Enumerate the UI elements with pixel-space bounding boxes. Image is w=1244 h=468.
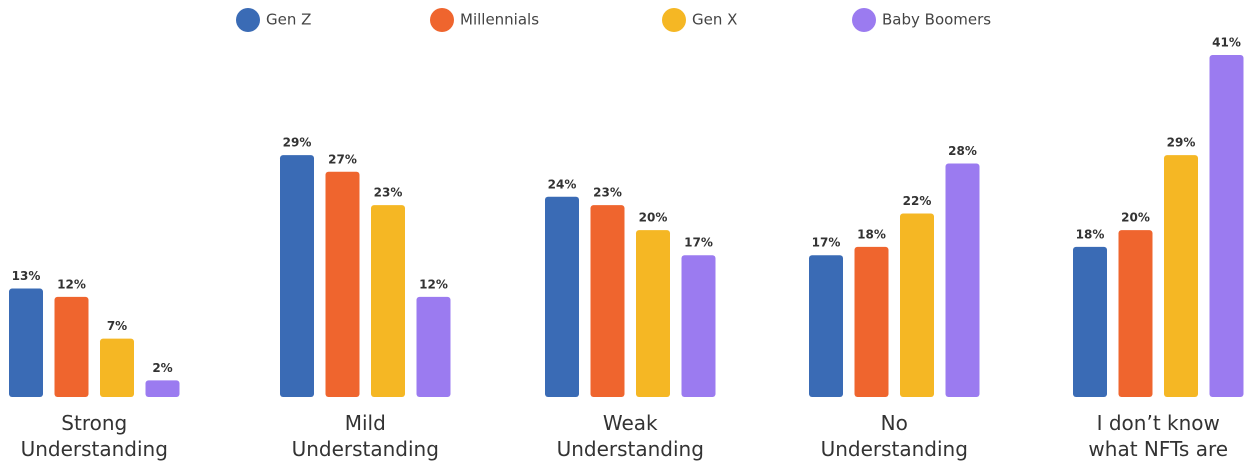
legend-label: Gen Z <box>266 11 311 29</box>
bar <box>854 246 889 397</box>
bar <box>54 296 89 397</box>
x-tick-label: Weak Understanding <box>556 411 704 461</box>
data-label: 20% <box>1121 211 1150 225</box>
data-label: 23% <box>593 186 622 200</box>
data-label: 7% <box>107 319 127 333</box>
data-label: 18% <box>857 227 886 241</box>
bar <box>545 196 579 397</box>
bar <box>590 205 625 397</box>
legend-label: Gen X <box>692 11 737 29</box>
x-tick-label: No Understanding <box>820 411 968 461</box>
data-label: 41% <box>1212 36 1241 50</box>
data-label: 12% <box>419 277 448 291</box>
bar <box>900 213 934 397</box>
legend-swatch <box>236 8 260 32</box>
data-label: 17% <box>684 236 713 250</box>
data-label: 2% <box>152 361 172 375</box>
bar <box>636 230 670 397</box>
data-label: 20% <box>639 211 668 225</box>
legend-label: Baby Boomers <box>882 11 991 29</box>
bar <box>809 255 843 397</box>
bar <box>145 380 180 397</box>
legend-label: Millennials <box>460 11 539 29</box>
data-label: 18% <box>1076 227 1105 241</box>
data-label: 22% <box>903 194 932 208</box>
bar <box>945 163 980 397</box>
data-label: 29% <box>1167 136 1196 150</box>
data-label: 28% <box>948 144 977 158</box>
x-tick-label: Strong Understanding <box>20 411 168 461</box>
x-tick-label: Mild Understanding <box>291 411 439 461</box>
legend-swatch <box>430 8 454 32</box>
data-label: 12% <box>57 277 86 291</box>
data-label: 17% <box>812 236 841 250</box>
bar <box>1164 155 1198 397</box>
data-label: 13% <box>12 269 41 283</box>
legend-swatch <box>852 8 876 32</box>
data-label: 27% <box>328 152 357 166</box>
bar <box>681 255 716 397</box>
bar <box>9 288 43 397</box>
bar <box>100 338 134 397</box>
bar <box>416 296 451 397</box>
bar <box>371 205 405 397</box>
data-label: 24% <box>548 177 577 191</box>
data-label: 23% <box>374 186 403 200</box>
x-tick-label: I don’t know what NFTs are <box>1088 411 1229 461</box>
bar <box>280 155 314 397</box>
bar <box>1118 230 1153 397</box>
legend-swatch <box>662 8 686 32</box>
bar <box>325 171 360 397</box>
bar <box>1209 55 1244 397</box>
bar <box>1073 246 1107 397</box>
data-label: 29% <box>283 136 312 150</box>
